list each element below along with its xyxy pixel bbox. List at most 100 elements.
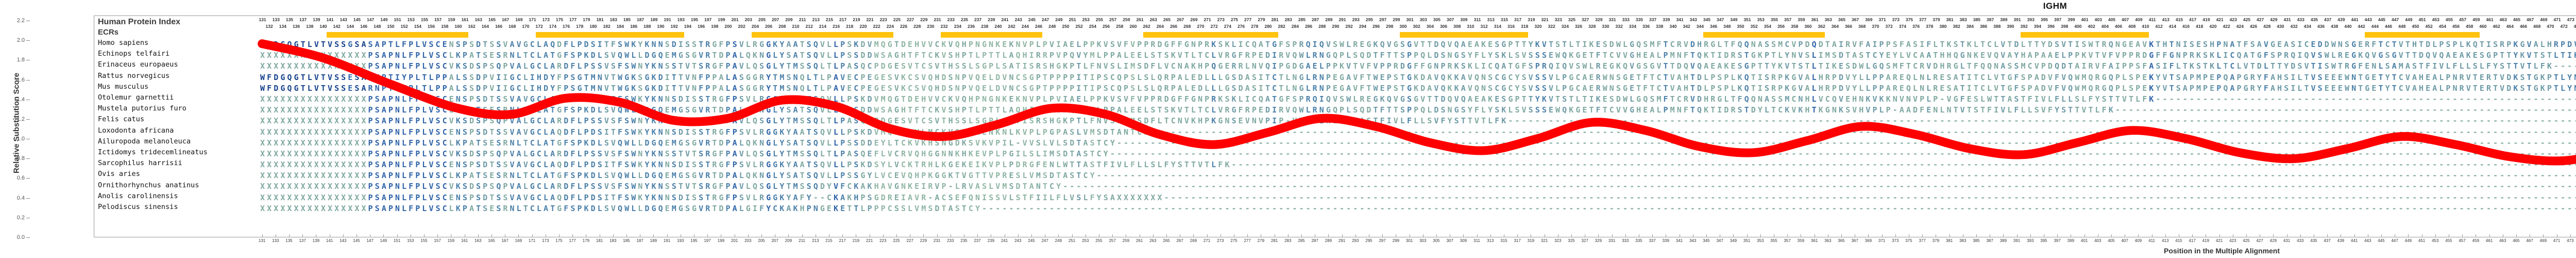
x-tick-label: 379 [1932,238,1940,243]
position-label: 279 [1258,17,1265,22]
x-tick-label: 173 [542,238,549,243]
position-label: 264 [1156,24,1164,29]
position-label: 201 [731,17,739,22]
position-label: 193 [677,17,685,22]
ecr-block [941,32,1042,38]
y-tick-label: 1.4 [16,96,25,103]
position-label: 436 [2317,24,2325,29]
position-label: 328 [1588,24,1596,29]
x-tick-label: 259 [1122,238,1130,243]
position-label: 413 [2162,17,2170,22]
position-label: 266 [1170,24,1178,29]
x-tick-label: 163 [474,238,482,243]
x-tick-mark [289,234,290,237]
position-label: 329 [1595,17,1603,22]
position-label: 256 [1102,24,1110,29]
x-tick-label: 423 [2229,238,2236,243]
position-label: 368 [1858,24,1866,29]
x-tick-label: 133 [272,238,279,243]
position-label: 471 [2553,17,2561,22]
position-label: 323 [1554,17,1562,22]
position-label: 245 [1028,17,1036,22]
position-label: 388 [1993,24,2001,29]
x-tick-label: 185 [623,238,630,243]
y-tick-label: 1.6 [16,76,25,83]
position-label: 371 [1878,17,1886,22]
position-label: 362 [1818,24,1825,29]
x-tick-label: 147 [366,238,374,243]
position-label: 438 [2331,24,2338,29]
position-label: 167 [502,17,510,22]
x-tick-mark [1436,234,1437,237]
position-label: 198 [711,24,719,29]
x-tick-mark [478,234,479,237]
x-tick-mark [1598,234,1599,237]
position-label: 183 [609,17,617,22]
position-label: 172 [535,24,543,29]
plot-area: 131 133 135 137 139 141 143 145 147 149 151 153 155 1… [94,15,2576,237]
position-label: 224 [886,24,894,29]
position-label: 227 [907,17,914,22]
position-label: 468 [2533,24,2541,29]
position-label: 155 [420,17,429,22]
position-label: 429 [2270,17,2278,22]
position-label: 248 [1048,24,1056,29]
position-label: 152 [400,24,408,29]
x-tick-mark [1612,234,1613,237]
position-label: 318 [1521,24,1529,29]
x-tick-mark [1166,234,1167,237]
position-label: 325 [1568,17,1576,22]
position-label: 298 [1386,24,1394,29]
x-tick-label: 355 [1770,238,1777,243]
position-label: 297 [1379,17,1387,22]
position-label: 202 [738,24,745,29]
position-label: 132 [265,24,273,29]
position-label: 380 [1939,24,1947,29]
position-label: 310 [1467,24,1475,29]
position-label: 308 [1453,24,1461,29]
x-tick-mark [1733,234,1734,237]
position-label: 350 [1737,24,1744,29]
position-label: 405 [2108,17,2116,22]
ecr-block [536,32,685,38]
position-label: 301 [1406,17,1414,22]
x-tick-mark [2489,234,2490,237]
position-label: 306 [1439,24,1448,29]
x-tick-mark [2016,234,2018,237]
position-label: 373 [1892,17,1900,22]
position-label: 411 [2148,17,2156,22]
position-label: 418 [2196,24,2204,29]
x-tick-mark [896,234,897,237]
position-label: 367 [1852,17,1859,22]
y-tick-label: 2.0 [16,37,25,44]
row-label-overlay: Human Protein Index ECRs Homo sapiens Ech… [98,17,335,213]
x-tick-label: 205 [758,238,765,243]
position-label: 149 [380,17,388,22]
x-tick-label: 461 [2485,238,2493,243]
x-tick-label: 149 [380,238,387,243]
x-tick-mark [1490,234,1491,237]
ecr-block [2365,32,2480,38]
x-tick-mark [707,234,708,237]
x-tick-label: 453 [2432,238,2439,243]
position-label: 283 [1284,17,1292,22]
x-tick-label: 199 [717,238,725,243]
x-tick-label: 227 [906,238,913,243]
x-tick-mark [1652,234,1653,237]
x-tick-label: 371 [1878,238,1886,243]
x-tick-label: 465 [2513,238,2520,243]
x-tick-label: 301 [1405,238,1413,243]
position-label: 263 [1149,17,1157,22]
position-label: 472 [2560,24,2568,29]
x-tick-label: 267 [1176,238,1183,243]
position-label: 379 [1933,17,1940,22]
position-label: 366 [1844,24,1853,29]
position-label: 321 [1541,17,1549,22]
y-tick-label: 0.0 [16,234,25,240]
x-tick-label: 289 [1325,238,1332,243]
x-tick-mark [343,234,344,237]
x-tick-mark [2408,234,2409,237]
